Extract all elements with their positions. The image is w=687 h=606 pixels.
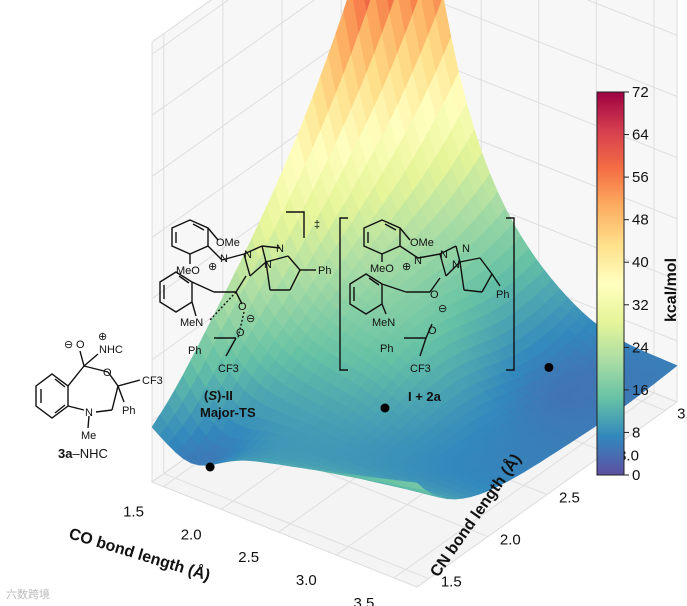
colorbar-tick-label: 48 bbox=[632, 212, 649, 229]
svg-text:O: O bbox=[236, 327, 245, 339]
grid-line bbox=[163, 473, 430, 580]
svg-text:N: N bbox=[440, 249, 448, 261]
colorbar-ticks: 0 8 16 24 32 40 48 56 64 72 bbox=[624, 84, 649, 484]
colorbar-tick-label: 8 bbox=[632, 424, 640, 441]
data-point bbox=[380, 403, 390, 413]
colorbar: 0 8 16 24 32 40 48 56 64 72 kcal/mol bbox=[596, 84, 680, 484]
grid-line bbox=[151, 0, 230, 55]
data-point bbox=[544, 362, 554, 372]
structure-3a-nhc: ⊖ O ⊕ NHC O CF3 Ph N Me bbox=[35, 331, 163, 442]
point-label-major-ts: Major-TS bbox=[200, 405, 256, 420]
svg-text:CF3: CF3 bbox=[142, 375, 163, 387]
x-tick-label: 2.0 bbox=[181, 526, 202, 543]
x-tick-label: 2.5 bbox=[238, 549, 259, 566]
data-points bbox=[205, 362, 554, 472]
energy-surface bbox=[151, 0, 678, 500]
svg-text:N: N bbox=[462, 243, 470, 255]
svg-text:O: O bbox=[76, 339, 85, 351]
grid-line bbox=[586, 0, 678, 36]
grid-line bbox=[432, 0, 678, 97]
svg-text:⊕: ⊕ bbox=[98, 331, 107, 343]
surface-patch bbox=[408, 481, 426, 491]
svg-text:Ph: Ph bbox=[380, 343, 393, 355]
point-label-s-ii: (S)-II bbox=[204, 388, 233, 403]
structure-i-2a: OMe MeO N ⊕ N N N Ph O ⊖ MeN O Ph CF3 bbox=[339, 217, 515, 375]
svg-text:MeO: MeO bbox=[370, 263, 394, 275]
svg-text:N: N bbox=[85, 407, 93, 419]
y-tick-label: 2.0 bbox=[500, 532, 521, 549]
svg-text:‡: ‡ bbox=[314, 219, 320, 231]
svg-text:NHC: NHC bbox=[99, 344, 123, 356]
svg-text:CF3: CF3 bbox=[218, 363, 239, 375]
x-axis-ticks: 1.5 2.0 2.5 3.0 3.5 bbox=[123, 504, 374, 606]
colorbar-tick-label: 40 bbox=[632, 254, 649, 271]
structure-transition-state: OMe MeO N ⊕ N N N Ph O ⊖ MeN Ph O CF3 ‡ bbox=[159, 211, 331, 375]
svg-text:O: O bbox=[103, 367, 112, 379]
colorbar-tick-label: 24 bbox=[632, 339, 649, 356]
svg-text:MeO: MeO bbox=[176, 265, 200, 277]
ts-bracket bbox=[286, 211, 305, 238]
svg-text:Ph: Ph bbox=[496, 289, 509, 301]
svg-text:N: N bbox=[276, 243, 284, 255]
watermark: 六数跨境 bbox=[6, 587, 50, 601]
data-point bbox=[205, 462, 215, 472]
svg-text:N: N bbox=[220, 253, 228, 265]
colorbar-tick-label: 64 bbox=[632, 127, 649, 144]
svg-text:⊖: ⊖ bbox=[246, 313, 255, 325]
svg-text:O: O bbox=[428, 325, 437, 337]
svg-text:OMe: OMe bbox=[410, 237, 434, 249]
svg-text:N: N bbox=[264, 259, 272, 271]
x-tick-label: 3.0 bbox=[296, 572, 317, 589]
svg-text:⊖: ⊖ bbox=[438, 303, 447, 315]
svg-text:CF3: CF3 bbox=[410, 363, 431, 375]
colorbar-tick-label: 0 bbox=[632, 467, 640, 484]
x-tick-label: 3.5 bbox=[354, 595, 375, 606]
point-label-3a-nhc: 3a–NHC bbox=[58, 446, 108, 461]
svg-text:MeN: MeN bbox=[180, 317, 203, 329]
svg-text:O: O bbox=[238, 301, 247, 313]
colorbar-tick-label: 72 bbox=[632, 84, 649, 101]
y-tick-label: 2.5 bbox=[559, 490, 580, 507]
svg-text:Ph: Ph bbox=[188, 345, 201, 357]
x-tick-label: 1.5 bbox=[123, 504, 144, 521]
colorbar-tick-label: 56 bbox=[632, 169, 649, 186]
svg-text:⊕: ⊕ bbox=[402, 261, 411, 273]
colorbar-tick-label: 32 bbox=[632, 297, 649, 314]
y-tick-label: 1.5 bbox=[441, 574, 462, 591]
svg-text:N: N bbox=[452, 259, 460, 271]
svg-text:O: O bbox=[430, 289, 439, 301]
y-tick-label: 3.5 bbox=[677, 405, 687, 422]
colorbar-tick-label: 16 bbox=[632, 382, 649, 399]
svg-text:⊕: ⊕ bbox=[208, 261, 217, 273]
svg-text:N: N bbox=[244, 249, 252, 261]
svg-text:⊖: ⊖ bbox=[64, 339, 73, 351]
svg-text:OMe: OMe bbox=[216, 237, 240, 249]
colorbar-label: kcal/mol bbox=[663, 258, 680, 322]
svg-text:Ph: Ph bbox=[318, 265, 331, 277]
svg-text:MeN: MeN bbox=[372, 317, 395, 329]
svg-text:Ph: Ph bbox=[122, 405, 135, 417]
point-label-i-2a: I + 2a bbox=[408, 389, 442, 404]
svg-text:N: N bbox=[414, 255, 422, 267]
svg-text:Me: Me bbox=[81, 430, 96, 442]
